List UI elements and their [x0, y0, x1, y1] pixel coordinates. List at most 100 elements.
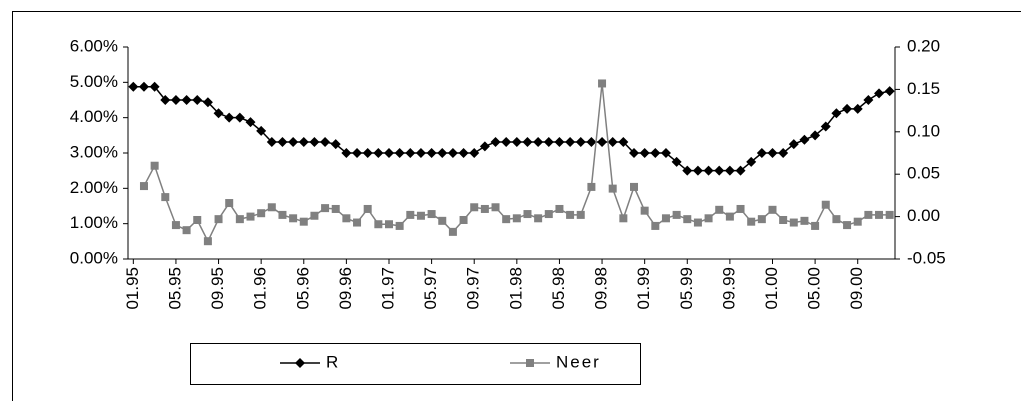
x-tick-label: 09.97 [464, 267, 483, 310]
y-tick-label: 4.00% [70, 107, 118, 126]
point [575, 136, 586, 147]
y-tick-label: 6.00% [70, 36, 118, 55]
point [150, 161, 159, 170]
point [703, 165, 714, 176]
point [341, 148, 352, 158]
y2-tick-label: -0.05 [907, 248, 946, 267]
point [447, 148, 458, 158]
y-tick-label: 3.00% [70, 142, 118, 161]
point [757, 215, 766, 224]
point [438, 216, 447, 225]
point [534, 214, 543, 223]
point [426, 148, 437, 158]
point [267, 203, 276, 212]
point [565, 136, 576, 147]
x-tick-label: 01.95 [123, 267, 142, 310]
point [800, 216, 809, 225]
legend-label: R [326, 352, 340, 371]
point [383, 148, 394, 158]
point [511, 136, 522, 147]
point [885, 210, 894, 219]
point [289, 214, 298, 223]
point [203, 237, 212, 246]
point [427, 210, 436, 219]
point [533, 136, 544, 147]
point [799, 134, 810, 145]
point [874, 88, 885, 99]
point [544, 210, 553, 219]
point [490, 136, 501, 147]
point [735, 165, 746, 176]
point [139, 182, 148, 191]
point [692, 165, 703, 176]
point [875, 210, 884, 219]
point [736, 204, 745, 213]
point [586, 136, 597, 147]
point [884, 86, 895, 97]
y-tick-label: 5.00% [70, 72, 118, 91]
point [554, 136, 565, 147]
point [810, 130, 821, 141]
point [660, 148, 671, 158]
point [406, 210, 415, 219]
point [512, 214, 521, 223]
point [747, 217, 756, 226]
y2-tick-label: 0.20 [907, 36, 940, 55]
x-tick-label: 09.95 [208, 267, 227, 310]
point [629, 148, 640, 158]
point [288, 136, 299, 147]
point [576, 210, 585, 219]
point [768, 205, 777, 214]
point [597, 136, 608, 147]
x-tick-label: 05.96 [293, 267, 312, 310]
point [853, 217, 862, 226]
point [256, 125, 267, 136]
point [502, 215, 511, 224]
point [491, 203, 500, 212]
legend-box [190, 343, 641, 385]
point [160, 95, 171, 105]
point [640, 206, 649, 215]
x-tick-label: 09.96 [336, 267, 355, 310]
y2-tick-label: 0.10 [907, 121, 940, 140]
point [128, 81, 139, 92]
point [704, 214, 713, 223]
point [469, 148, 480, 158]
x-tick-label: 01.00 [762, 267, 781, 310]
x-tick-label: 05.97 [421, 267, 440, 310]
point [651, 221, 660, 230]
point [526, 359, 534, 367]
point [330, 139, 341, 150]
point [682, 165, 693, 176]
point [789, 218, 798, 227]
point [630, 182, 639, 191]
y-tick-label: 0.00% [70, 248, 118, 267]
point [820, 121, 831, 132]
point [480, 204, 489, 213]
point [619, 214, 628, 223]
point [607, 136, 618, 147]
point [842, 103, 853, 114]
point [224, 112, 235, 123]
point [405, 148, 416, 158]
point [746, 156, 757, 167]
point [693, 218, 702, 227]
point [543, 136, 554, 147]
point [778, 148, 789, 158]
point [725, 212, 734, 221]
point [331, 204, 340, 213]
point [266, 136, 277, 147]
series-line [133, 86, 890, 172]
point [362, 148, 373, 158]
point [523, 210, 532, 219]
point [459, 215, 468, 224]
point [831, 108, 842, 119]
point [225, 199, 234, 208]
point [299, 217, 308, 226]
point [724, 165, 735, 176]
point [650, 148, 661, 158]
frame [12, 11, 1021, 401]
point [756, 148, 767, 158]
point [353, 218, 362, 227]
